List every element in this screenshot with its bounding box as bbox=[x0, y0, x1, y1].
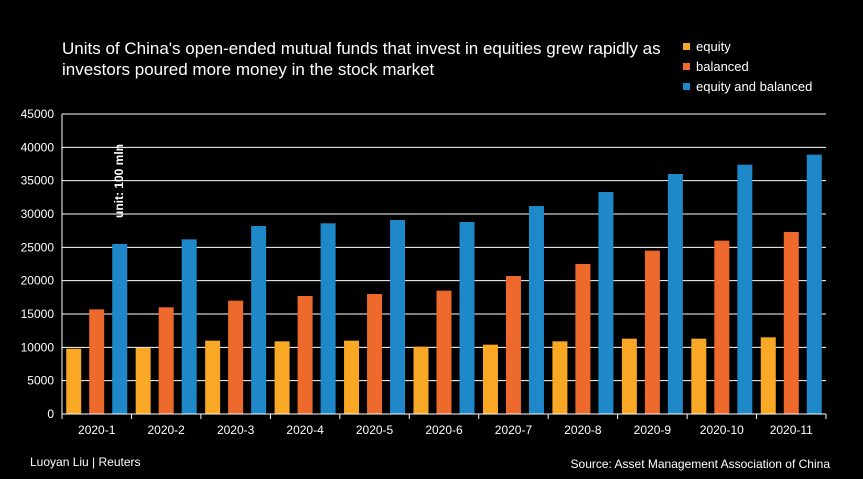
y-tick-label: 5000 bbox=[27, 374, 54, 388]
bar-equity-and-balanced bbox=[737, 164, 753, 414]
chart-legend: equity balanced equity and balanced bbox=[683, 36, 812, 96]
bar-equity-and-balanced bbox=[251, 226, 267, 414]
x-tick-label: 2020-9 bbox=[634, 423, 672, 437]
bar-equity bbox=[691, 338, 707, 414]
bar-equity bbox=[621, 338, 637, 414]
bar-equity bbox=[413, 346, 429, 414]
legend-label-balanced: balanced bbox=[696, 58, 749, 74]
bar-equity-and-balanced bbox=[459, 222, 475, 414]
bar-balanced bbox=[783, 232, 799, 414]
bar-equity-and-balanced bbox=[112, 244, 128, 414]
bar-balanced bbox=[297, 296, 313, 414]
bar-equity-and-balanced bbox=[528, 206, 544, 414]
x-tick-label: 2020-11 bbox=[770, 423, 813, 437]
x-tick-label: 2020-2 bbox=[147, 423, 185, 437]
bar-equity bbox=[552, 341, 568, 414]
y-tick-label: 20000 bbox=[21, 274, 55, 288]
y-tick-label: 25000 bbox=[21, 240, 55, 254]
y-tick-label: 0 bbox=[47, 407, 54, 421]
source-text: Source: Asset Management Association of … bbox=[570, 457, 830, 471]
bar-equity bbox=[135, 348, 151, 414]
bar-equity bbox=[205, 340, 221, 414]
y-tick-label: 45000 bbox=[21, 107, 55, 121]
bar-equity-and-balanced bbox=[667, 174, 683, 414]
legend-item-balanced: balanced bbox=[683, 56, 812, 76]
y-tick-label: 30000 bbox=[21, 207, 55, 221]
bar-equity-and-balanced bbox=[181, 239, 197, 414]
legend-label-equity-and-balanced: equity and balanced bbox=[696, 78, 813, 94]
bar-equity bbox=[344, 340, 360, 414]
y-tick-label: 40000 bbox=[21, 140, 55, 154]
bar-balanced bbox=[89, 309, 105, 414]
x-tick-label: 2020-5 bbox=[356, 423, 394, 437]
bar-balanced bbox=[505, 276, 521, 414]
bar-equity-and-balanced bbox=[390, 220, 406, 414]
bar-balanced bbox=[714, 240, 730, 414]
bar-equity bbox=[482, 344, 498, 414]
y-tick-label: 10000 bbox=[21, 340, 55, 354]
legend-swatch-balanced bbox=[683, 62, 690, 70]
bar-balanced bbox=[367, 294, 383, 414]
legend-swatch-equity bbox=[683, 42, 690, 50]
legend-label-equity: equity bbox=[696, 38, 731, 54]
axis-layer: 0 5000 10000 15000 20000 25000 30000 35000 40000… bbox=[21, 107, 827, 437]
bar-balanced bbox=[158, 307, 174, 414]
credit-text: Luoyan Liu | Reuters bbox=[30, 455, 141, 469]
y-tick-label: 35000 bbox=[21, 174, 55, 188]
bar-equity bbox=[66, 348, 82, 414]
unit-label: unit: 100 mln bbox=[112, 144, 126, 218]
bar-balanced bbox=[644, 250, 660, 414]
legend-swatch-equity-and-balanced bbox=[683, 82, 690, 90]
bar-equity-and-balanced bbox=[598, 192, 614, 414]
legend-item-equity: equity bbox=[683, 36, 812, 56]
y-tick-label: 15000 bbox=[21, 307, 55, 321]
x-tick-label: 2020-6 bbox=[425, 423, 463, 437]
bar-equity-and-balanced bbox=[320, 223, 336, 414]
bar-equity bbox=[760, 337, 776, 414]
x-tick-label: 2020-4 bbox=[286, 423, 324, 437]
x-tick-label: 2020-1 bbox=[78, 423, 116, 437]
bars-layer bbox=[66, 154, 822, 414]
legend-item-equity-and-balanced: equity and balanced bbox=[683, 76, 812, 96]
bar-balanced bbox=[575, 264, 591, 414]
chart-title: Units of China's open-ended mutual funds… bbox=[62, 39, 661, 79]
bar-equity bbox=[274, 341, 290, 414]
x-tick-label: 2020-3 bbox=[217, 423, 255, 437]
x-tick-label: 2020-7 bbox=[495, 423, 533, 437]
bar-balanced bbox=[228, 300, 244, 414]
x-tick-label: 2020-8 bbox=[564, 423, 602, 437]
bar-equity-and-balanced bbox=[806, 154, 822, 414]
bar-balanced bbox=[436, 290, 452, 414]
x-tick-label: 2020-10 bbox=[700, 423, 744, 437]
